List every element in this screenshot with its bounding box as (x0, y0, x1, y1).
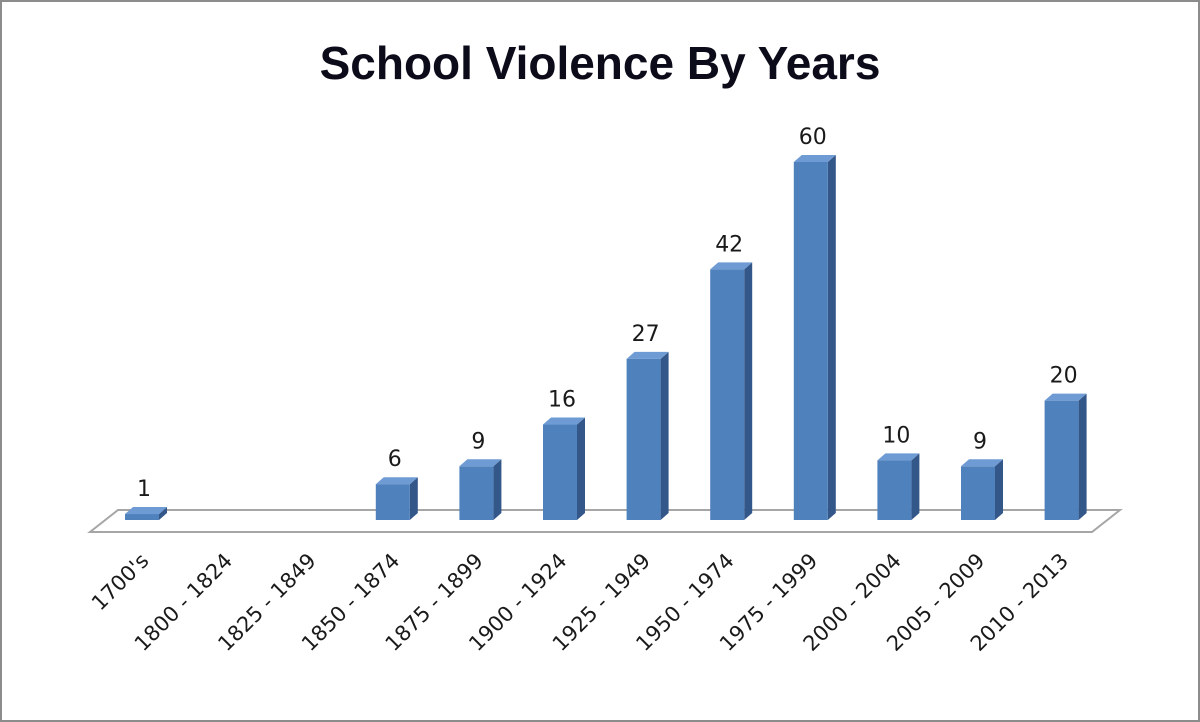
bar-0 (125, 507, 167, 520)
data-label-9: 10 (882, 423, 910, 448)
chart-floor (87, 509, 1123, 533)
bar-6 (626, 351, 669, 520)
bar-5 (543, 417, 585, 520)
data-label-4: 9 (471, 429, 485, 454)
data-label-7: 42 (715, 232, 743, 257)
bar-8 (793, 155, 836, 520)
bar-3 (375, 477, 418, 520)
bar-9 (877, 453, 920, 520)
data-label-3: 6 (388, 447, 402, 472)
bar-7 (710, 262, 753, 520)
data-label-6: 27 (632, 322, 660, 347)
x-tick-label-0: 1700's (87, 549, 154, 616)
data-label-5: 16 (548, 388, 576, 413)
bar-4 (459, 459, 502, 520)
bar-10 (961, 459, 1003, 520)
data-label-10: 9 (973, 429, 987, 454)
chart-title: School Violence By Years (319, 37, 881, 89)
data-label-11: 20 (1050, 364, 1078, 389)
data-label-0: 1 (137, 477, 151, 502)
data-label-8: 60 (799, 125, 827, 150)
bar-11 (1044, 393, 1087, 520)
